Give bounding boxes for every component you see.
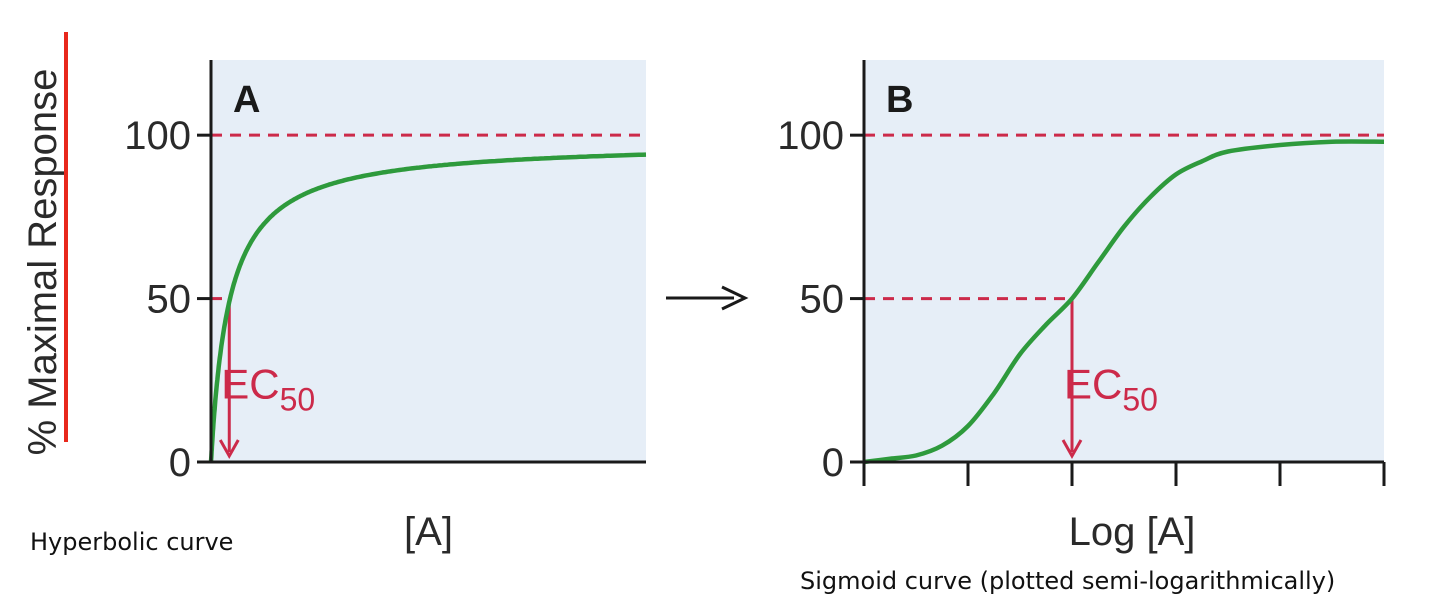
ec50-label: EC50: [1064, 361, 1158, 418]
down-arrow-icon: [1061, 439, 1083, 460]
ec50-label: EC50: [221, 361, 315, 418]
response-curve: [863, 139, 1385, 465]
x-axis-label: Log [A]: [1069, 510, 1196, 554]
right-arrow-icon: [666, 285, 749, 311]
panel-label: B: [886, 79, 913, 121]
panel-a-caption: Hyperbolic curve: [30, 528, 234, 556]
y-tick-label: 0: [169, 441, 191, 485]
panel-b-chart: EC50 0 50 100 Log [A] B: [777, 60, 1386, 554]
response-curve: [208, 152, 647, 465]
panel-label: A: [233, 79, 260, 121]
plot-area: [864, 60, 1384, 462]
y-axis-label: % Maximal Response: [21, 69, 65, 456]
panel-b-caption: Sigmoid curve (plotted semi-logarithmica…: [800, 567, 1336, 595]
y-tick-label: 50: [147, 278, 192, 322]
y-tick-label: 0: [822, 441, 844, 485]
x-axis-label: [A]: [404, 510, 453, 554]
y-tick-label: 100: [124, 114, 191, 158]
plot-area: [211, 60, 646, 462]
y-tick-label: 100: [777, 114, 844, 158]
down-arrow-icon: [218, 439, 240, 460]
y-tick-label: 50: [800, 278, 845, 322]
panel-a-chart: EC50 0 50 100 [A] A: [124, 60, 647, 554]
